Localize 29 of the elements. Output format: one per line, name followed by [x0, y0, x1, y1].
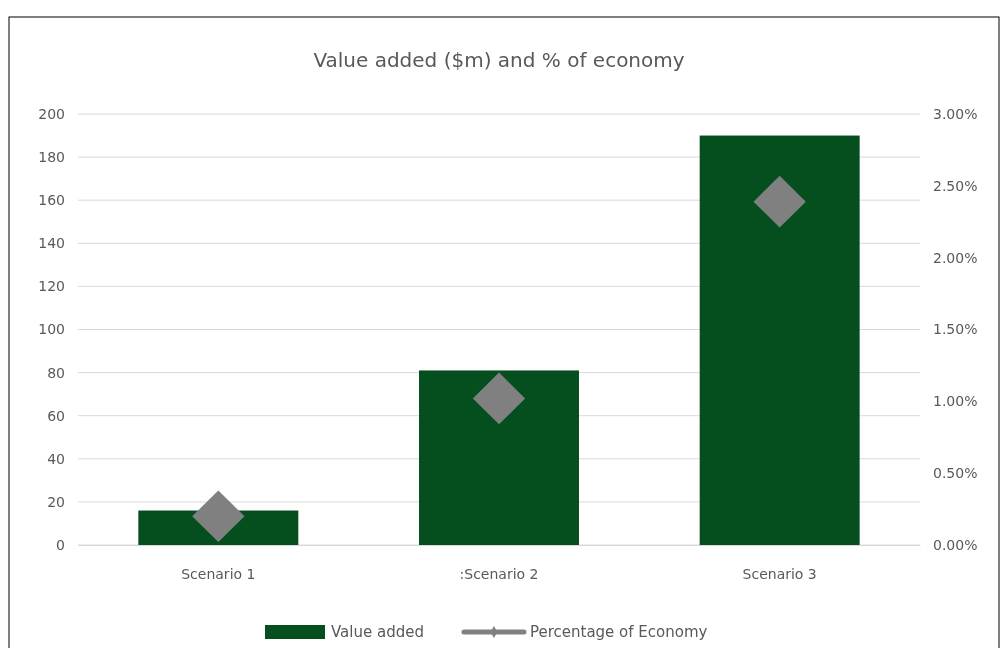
y-tick-label: 160: [38, 192, 65, 209]
y-tick-label: 200: [38, 105, 65, 122]
bar: [699, 135, 860, 545]
x-tick-label: :Scenario 2: [459, 565, 539, 582]
y2-tick-label: 2.00%: [933, 249, 978, 266]
x-tick-label: Scenario 1: [181, 565, 256, 582]
y-tick-label: 0: [56, 536, 65, 553]
y2-tick-label: 2.50%: [933, 177, 978, 194]
legend-label: Percentage of Economy: [529, 623, 708, 641]
x-tick-label: Scenario 3: [742, 565, 817, 582]
y-tick-label: 120: [38, 278, 65, 295]
bar: [419, 370, 579, 545]
y-tick-label: 20: [47, 493, 65, 510]
y2-tick-label: 3.00%: [933, 105, 978, 122]
point: [472, 372, 526, 425]
y2-tick-label: 1.00%: [933, 393, 978, 410]
y2-tick-label: 1.50%: [933, 321, 978, 338]
point: [192, 490, 245, 543]
y2-tick-label: 0.50%: [933, 465, 978, 482]
y2-tick-label: 0.00%: [933, 536, 978, 553]
y-tick-label: 180: [38, 149, 65, 166]
y-tick-label: 80: [47, 364, 65, 381]
chart-title: Value added ($m) and % of economy: [313, 48, 685, 72]
legend-label: Value added: [331, 623, 424, 641]
point: [753, 175, 806, 228]
y-tick-label: 100: [38, 321, 65, 338]
y-tick-label: 60: [47, 407, 65, 424]
y-tick-label: 140: [38, 235, 65, 252]
y-tick-label: 40: [47, 450, 65, 467]
